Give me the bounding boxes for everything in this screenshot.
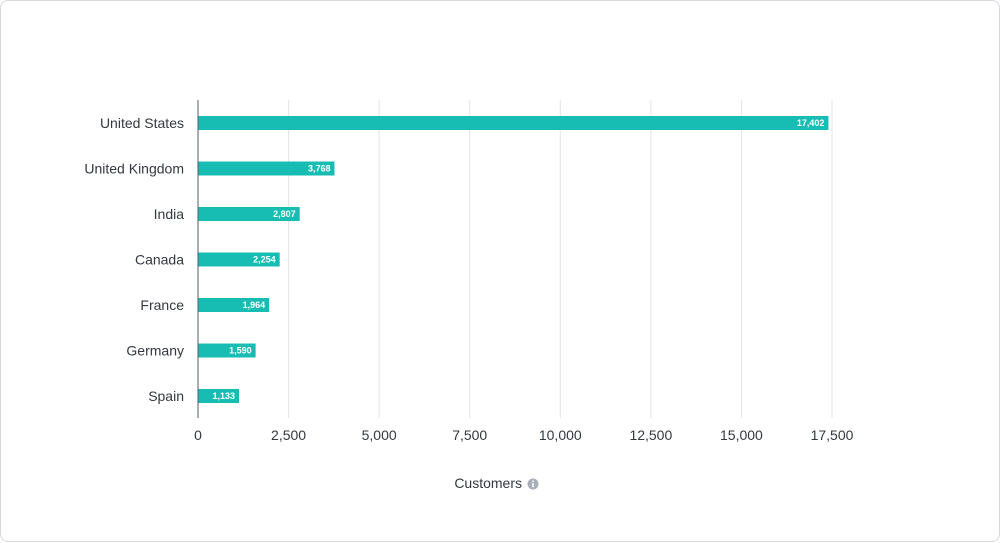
- x-tick-label: 7,500: [452, 427, 487, 443]
- category-label: Spain: [148, 388, 184, 404]
- category-label: France: [140, 297, 184, 313]
- x-tick-labels: 0 2,500 5,000 7,500 10,000 12,500 15,000 17,500: [194, 427, 854, 443]
- info-icon[interactable]: [527, 478, 539, 490]
- data-label: 3,768: [308, 164, 331, 174]
- x-tick-label: 0: [194, 427, 202, 443]
- bar[interactable]: [198, 389, 240, 403]
- data-label: 1,133: [213, 391, 236, 401]
- bar[interactable]: [198, 298, 270, 312]
- bars: 17,402 3,768 2,807 2,254 1,964 1,590 1,133: [198, 116, 829, 403]
- data-label: 1,590: [229, 346, 252, 356]
- x-tick-label: 17,500: [811, 427, 854, 443]
- category-label: United Kingdom: [84, 161, 184, 177]
- data-label: 2,254: [253, 255, 276, 265]
- x-tick-label: 2,500: [271, 427, 306, 443]
- category-label: Germany: [126, 343, 184, 359]
- bar[interactable]: [198, 161, 335, 176]
- category-labels: United States United Kingdom India Canada Fr…: [84, 115, 184, 404]
- data-label: 2,807: [273, 209, 296, 219]
- bar[interactable]: [198, 116, 829, 130]
- data-label: 1,964: [243, 300, 266, 310]
- bar[interactable]: [198, 343, 256, 358]
- x-tick-label: 12,500: [629, 427, 672, 443]
- x-axis-title: Customers: [454, 475, 522, 491]
- gridlines: [288, 100, 833, 418]
- bar[interactable]: [198, 252, 280, 267]
- x-tick-label: 10,000: [539, 427, 582, 443]
- category-label: India: [154, 206, 185, 222]
- category-label: United States: [100, 115, 184, 131]
- x-tick-label: 5,000: [362, 427, 397, 443]
- data-label: 17,402: [797, 118, 825, 128]
- category-label: Canada: [135, 252, 184, 268]
- bar[interactable]: [198, 207, 300, 221]
- x-tick-label: 15,000: [720, 427, 763, 443]
- x-axis-title-group: Customers: [454, 475, 539, 491]
